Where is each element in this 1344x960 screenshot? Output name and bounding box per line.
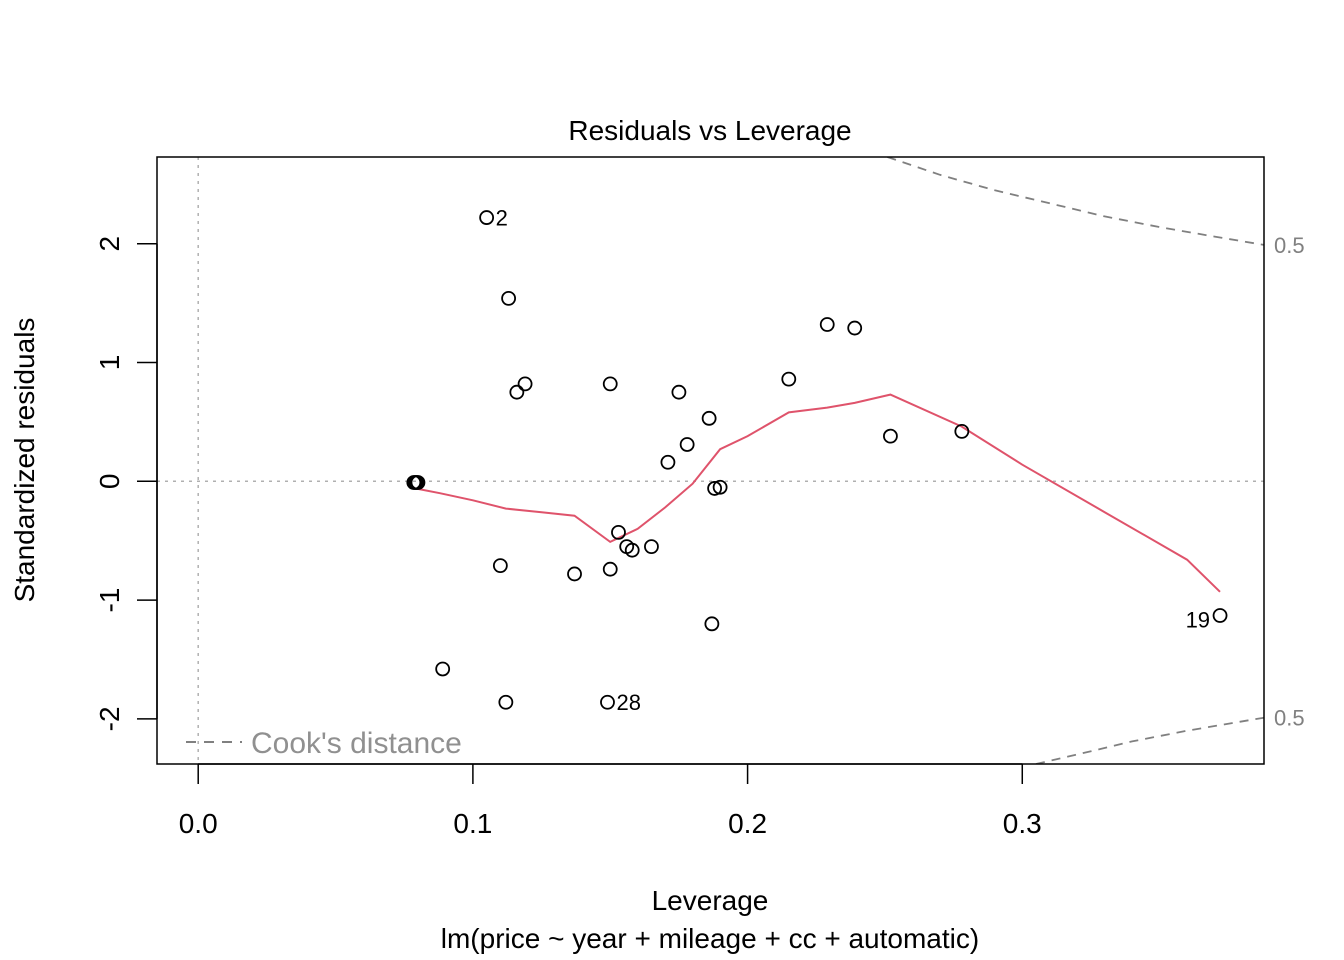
- data-point: [509, 384, 525, 400]
- legend: Cook's distance: [186, 727, 462, 760]
- x-axis: 0.0 0.1 0.2 0.3: [179, 763, 1042, 839]
- data-point: [435, 661, 451, 677]
- cooks-distance-upper-label: 0.5: [1274, 233, 1305, 258]
- x-axis-label: Leverage: [652, 885, 769, 916]
- data-point: [660, 454, 676, 470]
- data-point: [479, 210, 495, 225]
- data-point: [712, 479, 728, 495]
- x-tick-label: 0.0: [179, 808, 218, 839]
- data-point: [498, 694, 514, 710]
- data-point: [954, 423, 970, 439]
- data-point: [671, 384, 687, 400]
- data-point: [701, 410, 717, 426]
- y-tick-label: 2: [94, 236, 125, 252]
- y-axis: -2 -1 0 1 2: [94, 236, 158, 731]
- y-tick-label: 0: [94, 473, 125, 489]
- data-point: [406, 475, 422, 490]
- point-label: 28: [616, 690, 640, 715]
- data-point: [1212, 608, 1228, 623]
- data-point: [707, 481, 723, 496]
- data-point: [492, 558, 508, 574]
- plot-area: [157, 157, 1264, 764]
- data-point: [624, 542, 640, 558]
- x-tick-label: 0.2: [728, 808, 767, 839]
- data-point: [819, 317, 835, 332]
- data-point: [781, 371, 797, 387]
- data-point: [602, 561, 618, 577]
- data-point: [704, 616, 720, 632]
- y-axis-label: Standardized residuals: [9, 318, 40, 603]
- data-point: [501, 290, 517, 306]
- point-label: 19: [1186, 608, 1210, 633]
- y-tick-label: 1: [94, 355, 125, 371]
- data-point: [410, 475, 426, 490]
- cooks-distance-lower-label: 0.5: [1274, 706, 1305, 731]
- x-tick-label: 0.1: [453, 808, 492, 839]
- data-point: [602, 376, 618, 392]
- data-point: [600, 694, 615, 710]
- chart-title: Residuals vs Leverage: [568, 115, 851, 146]
- smooth-trend-line: [415, 393, 1221, 593]
- y-tick-label: -1: [94, 588, 125, 613]
- cooks-distance-lower-contour: [1035, 716, 1264, 764]
- data-point: [567, 566, 582, 582]
- data-point: [847, 320, 863, 336]
- point-label: 2: [496, 206, 508, 231]
- data-point: [644, 539, 659, 555]
- data-point: [611, 524, 626, 540]
- data-point: [679, 437, 695, 452]
- x-tick-label: 0.3: [1003, 808, 1042, 839]
- cooks-distance-upper-contour: [887, 157, 1264, 246]
- data-point: [883, 428, 898, 444]
- legend-cooks-distance-label: Cook's distance: [251, 727, 462, 760]
- data-point: [517, 376, 533, 392]
- y-tick-label: -2: [94, 706, 125, 731]
- model-formula-label: lm(price ~ year + mileage + cc + automat…: [441, 923, 979, 954]
